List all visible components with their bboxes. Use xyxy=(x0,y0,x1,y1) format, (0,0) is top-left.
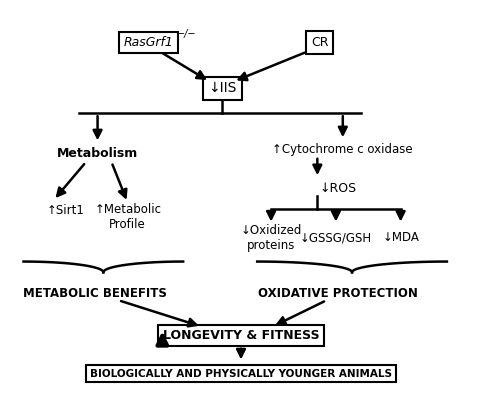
Text: ↑Metabolic
Profile: ↑Metabolic Profile xyxy=(94,203,161,231)
Text: ↓MDA: ↓MDA xyxy=(382,231,419,244)
Text: CR: CR xyxy=(311,36,328,49)
Text: ↓Oxidized
proteins: ↓Oxidized proteins xyxy=(241,224,302,252)
Text: RasGrf1: RasGrf1 xyxy=(123,36,174,49)
Text: LONGEVITY & FITNESS: LONGEVITY & FITNESS xyxy=(163,329,319,342)
Text: OXIDATIVE PROTECTION: OXIDATIVE PROTECTION xyxy=(258,287,418,300)
Text: ↓IIS: ↓IIS xyxy=(208,81,237,95)
Text: ↓GSSG/GSH: ↓GSSG/GSH xyxy=(300,231,372,244)
Text: −/−: −/− xyxy=(176,29,196,39)
Text: BIOLOGICALLY AND PHYSICALLY YOUNGER ANIMALS: BIOLOGICALLY AND PHYSICALLY YOUNGER ANIM… xyxy=(90,369,392,379)
Text: Metabolism: Metabolism xyxy=(57,147,138,160)
Text: ↑Sirt1: ↑Sirt1 xyxy=(47,205,84,217)
Text: ↓ROS: ↓ROS xyxy=(320,182,357,194)
Text: METABOLIC BENEFITS: METABOLIC BENEFITS xyxy=(23,287,167,300)
Text: ↑Cytochrome c oxidase: ↑Cytochrome c oxidase xyxy=(272,143,413,156)
